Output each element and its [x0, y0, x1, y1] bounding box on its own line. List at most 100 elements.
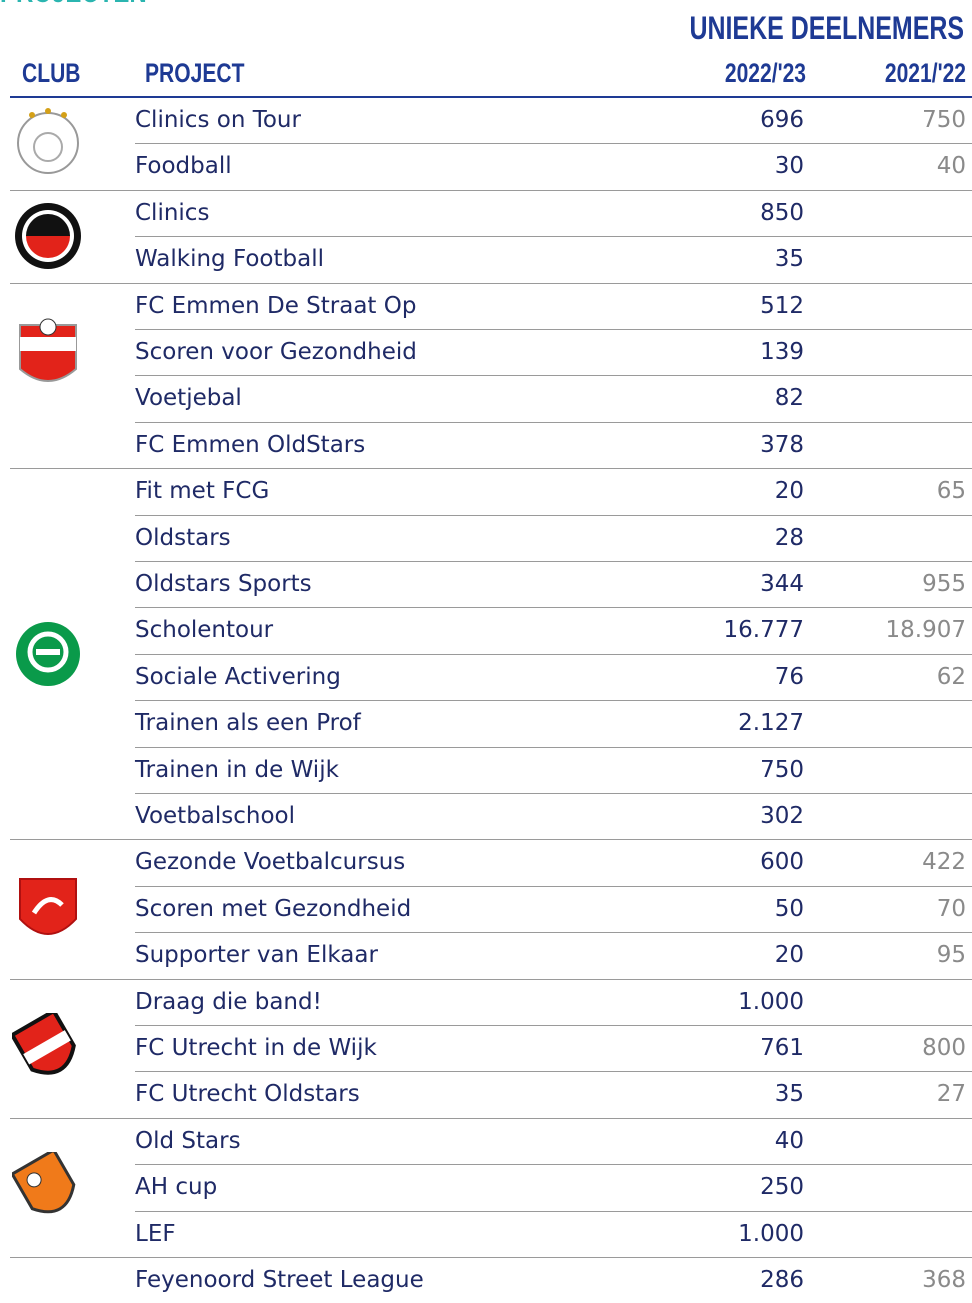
value-2022-23: 512	[760, 292, 804, 319]
value-2021-22: 70	[936, 895, 966, 922]
value-2022-23: 50	[774, 895, 804, 922]
group-rule	[10, 189, 972, 191]
value-2022-23: 378	[760, 431, 804, 458]
project-name: LEF	[135, 1220, 176, 1247]
value-2022-23: 35	[774, 246, 804, 273]
club-logo	[19, 318, 77, 382]
project-name: Scholentour	[135, 617, 274, 644]
row-rule	[135, 143, 972, 145]
group-rule	[10, 282, 972, 284]
value-2022-23: 250	[760, 1174, 804, 1201]
project-name: Walking Football	[135, 246, 324, 273]
project-name: Supporter van Elkaar	[135, 942, 378, 969]
project-name: Draag die band!	[135, 988, 322, 1015]
row-rule	[135, 329, 972, 330]
value-2022-23: 20	[774, 478, 804, 505]
project-name: Trainen als een Prof	[135, 710, 361, 737]
value-2022-23: 1.000	[738, 1220, 804, 1247]
row-rule	[135, 1071, 972, 1073]
project-name: Old Stars	[135, 1127, 241, 1154]
project-name: Fit met FCG	[135, 478, 270, 505]
value-2022-23: 750	[760, 756, 804, 783]
value-2022-23: 2.127	[738, 710, 804, 737]
club-logo	[19, 878, 77, 936]
row-rule	[135, 561, 972, 562]
project-name: FC Utrecht in de Wijk	[135, 1035, 377, 1061]
value-2022-23: 302	[760, 803, 804, 829]
club-logo	[15, 203, 81, 270]
group-rule	[10, 1117, 972, 1119]
project-header: PROJECT	[145, 58, 245, 88]
club-logo	[16, 621, 80, 686]
value-2022-23: 850	[760, 199, 804, 226]
project-name: Foodball	[135, 153, 232, 180]
project-name: Trainen in de Wijk	[135, 756, 339, 783]
row-rule	[135, 653, 972, 655]
value-2022-23: 139	[760, 339, 804, 365]
row-rule	[135, 514, 972, 516]
project-name: Sociale Activering	[135, 663, 341, 690]
col2-header: 2021/'22	[884, 58, 966, 88]
value-2022-23: 16.777	[723, 617, 804, 644]
value-2021-22: 422	[922, 849, 966, 876]
value-2021-22: 18.907	[885, 617, 966, 644]
value-2022-23: 28	[774, 524, 804, 551]
value-2022-23: 696	[760, 107, 804, 133]
section-heading: PROJECTEN	[0, 0, 147, 10]
club-logo	[12, 1012, 76, 1075]
value-2022-23: 600	[760, 849, 804, 876]
project-name: Scoren met Gezondheid	[135, 895, 412, 922]
project-name: Oldstars	[135, 524, 231, 551]
value-2022-23: 761	[760, 1035, 804, 1061]
project-name: Feyenoord Street League	[135, 1267, 424, 1293]
value-2022-23: 286	[760, 1267, 804, 1293]
project-name: FC Emmen De Straat Op	[135, 292, 417, 319]
project-name: FC Emmen OldStars	[135, 431, 366, 458]
row-rule	[135, 236, 972, 238]
value-2022-23: 20	[774, 942, 804, 969]
project-name: Scoren voor Gezondheid	[135, 339, 417, 365]
value-2022-23: 1.000	[738, 988, 804, 1015]
project-name: Clinics	[135, 199, 210, 226]
value-2021-22: 750	[922, 107, 966, 133]
group-rule	[10, 468, 972, 470]
project-name: Oldstars Sports	[135, 571, 312, 597]
project-name: Clinics on Tour	[135, 107, 301, 133]
header-rule	[10, 96, 972, 98]
row-rule	[135, 1210, 972, 1212]
project-name: AH cup	[135, 1174, 218, 1201]
value-2022-23: 82	[774, 385, 804, 412]
row-rule	[135, 932, 972, 934]
group-rule	[10, 978, 972, 980]
value-2021-22: 955	[922, 571, 966, 597]
project-name: Gezonde Voetbalcursus	[135, 849, 406, 876]
row-rule	[135, 607, 972, 609]
row-rule	[135, 375, 972, 377]
value-2021-22: 368	[922, 1267, 966, 1293]
project-name: Voetjebal	[135, 385, 242, 412]
col1-header: 2022/'23	[724, 58, 806, 88]
value-2022-23: 35	[774, 1081, 804, 1108]
value-2021-22: 27	[936, 1081, 966, 1108]
row-rule	[135, 421, 972, 423]
group-rule	[10, 1257, 972, 1258]
project-name: Voetbalschool	[135, 803, 296, 829]
value-2022-23: 76	[774, 663, 804, 690]
value-2022-23: 40	[774, 1127, 804, 1154]
value-2021-22: 65	[936, 478, 966, 505]
row-rule	[135, 746, 972, 748]
project-name: FC Utrecht Oldstars	[135, 1081, 360, 1108]
value-2021-22: 40	[936, 153, 966, 180]
value-2022-23: 344	[760, 571, 804, 597]
club-logo	[12, 1151, 76, 1214]
value-2021-22: 62	[936, 663, 966, 690]
row-rule	[135, 793, 972, 794]
row-rule	[135, 885, 972, 887]
value-2022-23: 30	[774, 153, 804, 180]
row-rule	[135, 700, 972, 702]
value-2021-22: 800	[922, 1035, 966, 1061]
row-rule	[135, 1164, 972, 1166]
group-header: UNIEKE DEELNEMERS	[689, 10, 964, 46]
club-header: CLUB	[22, 58, 81, 88]
